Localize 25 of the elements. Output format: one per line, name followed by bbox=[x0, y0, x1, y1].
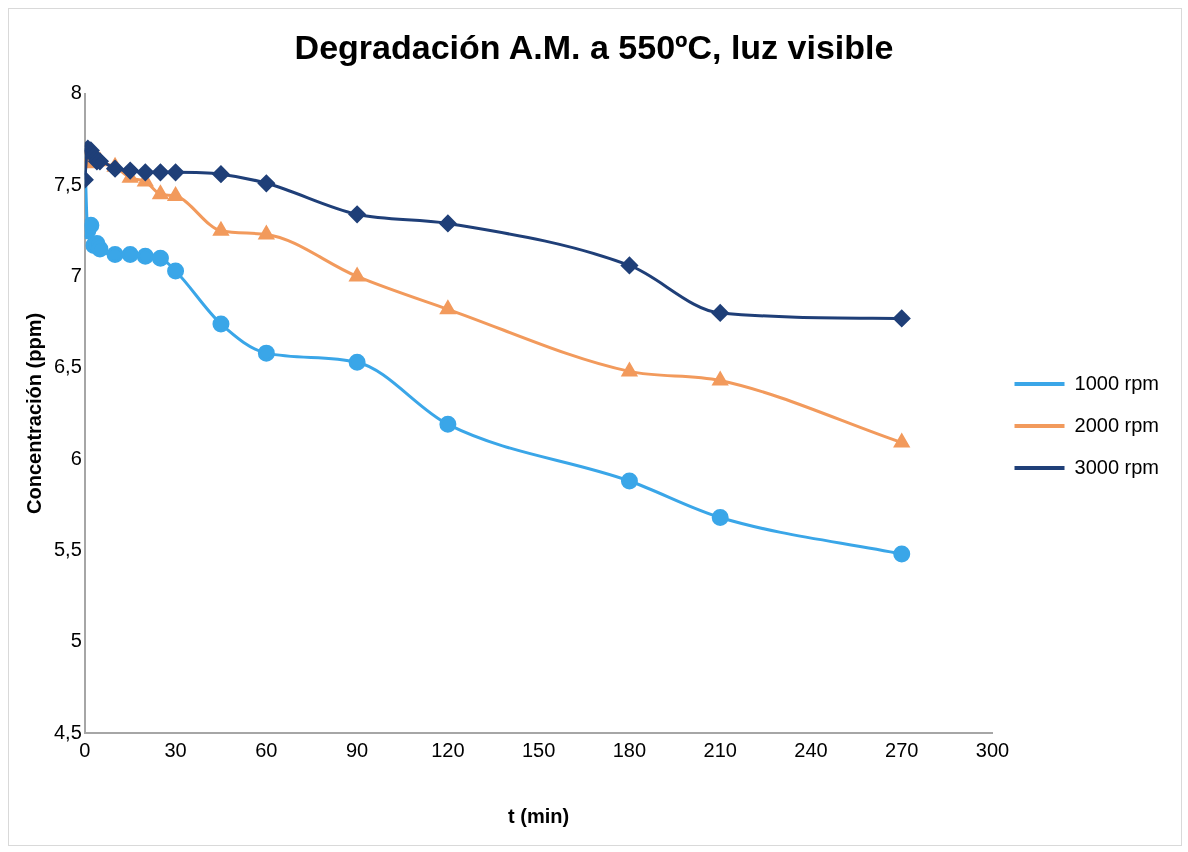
y-tick-label: 5 bbox=[70, 629, 82, 652]
x-tick-label: 180 bbox=[612, 738, 647, 761]
x-tick-label: 240 bbox=[794, 738, 828, 761]
y-tick-label: 4,5 bbox=[53, 720, 82, 743]
chart-title: Degradación A.M. a 550ºC, luz visible bbox=[294, 27, 894, 66]
y-tick-label: 8 bbox=[70, 81, 82, 104]
y-tick-label: 6 bbox=[70, 446, 82, 469]
x-tick-label: 90 bbox=[345, 738, 369, 761]
x-tick-label: 210 bbox=[703, 738, 737, 761]
legend-label: 1000 rpm bbox=[1074, 371, 1160, 394]
x-tick-label: 300 bbox=[975, 738, 1010, 761]
x-tick-label: 150 bbox=[521, 738, 556, 761]
legend-label: 3000 rpm bbox=[1074, 455, 1160, 478]
y-tick-label: 7,5 bbox=[53, 172, 82, 195]
x-tick-label: 120 bbox=[431, 738, 465, 761]
y-axis-title: Concentración (ppm) bbox=[22, 312, 45, 514]
x-axis-title: t (min) bbox=[508, 804, 570, 827]
y-tick-label: 6,5 bbox=[53, 355, 82, 378]
x-tick-label: 60 bbox=[255, 738, 278, 761]
x-tick-label: 30 bbox=[164, 738, 187, 761]
x-tick-label: 0 bbox=[79, 738, 91, 761]
y-tick-label: 7 bbox=[70, 263, 82, 286]
x-tick-label: 270 bbox=[885, 738, 919, 761]
legend-label: 2000 rpm bbox=[1074, 413, 1160, 436]
y-tick-label: 5,5 bbox=[53, 537, 82, 560]
